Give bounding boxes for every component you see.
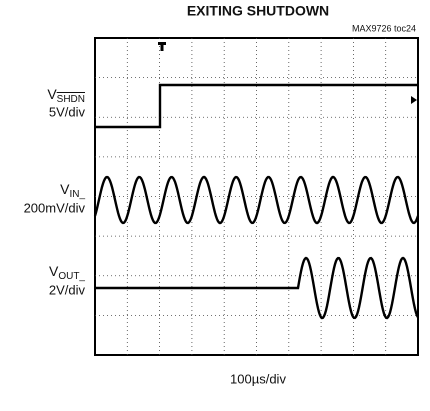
channel-subscript: IN_ — [69, 189, 85, 200]
timebase: 100µs/div — [230, 371, 286, 386]
channel-name: V — [47, 86, 57, 102]
channel-scale: 5V/div — [49, 104, 86, 119]
shdn-trace — [95, 83, 418, 129]
channel-name: V — [49, 263, 59, 279]
channel-name: V — [60, 181, 70, 197]
channel-subscript: SHDN — [57, 94, 85, 105]
figure-tag: MAX9726 toc24 — [352, 23, 416, 33]
trigger-marker — [158, 42, 166, 51]
channel-label: VIN_ — [60, 181, 85, 200]
channel-label: VOUT_ — [49, 263, 85, 282]
title: EXITING SHUTDOWN — [187, 3, 329, 19]
vin-trace — [93, 175, 420, 225]
vout-trace — [95, 256, 420, 320]
channel-scale: 200mV/div — [24, 200, 86, 215]
channel-subscript: OUT_ — [58, 271, 85, 282]
channel-scale: 2V/div — [49, 282, 86, 297]
channel-label: VSHDN — [47, 86, 85, 105]
level-marker — [411, 96, 417, 104]
